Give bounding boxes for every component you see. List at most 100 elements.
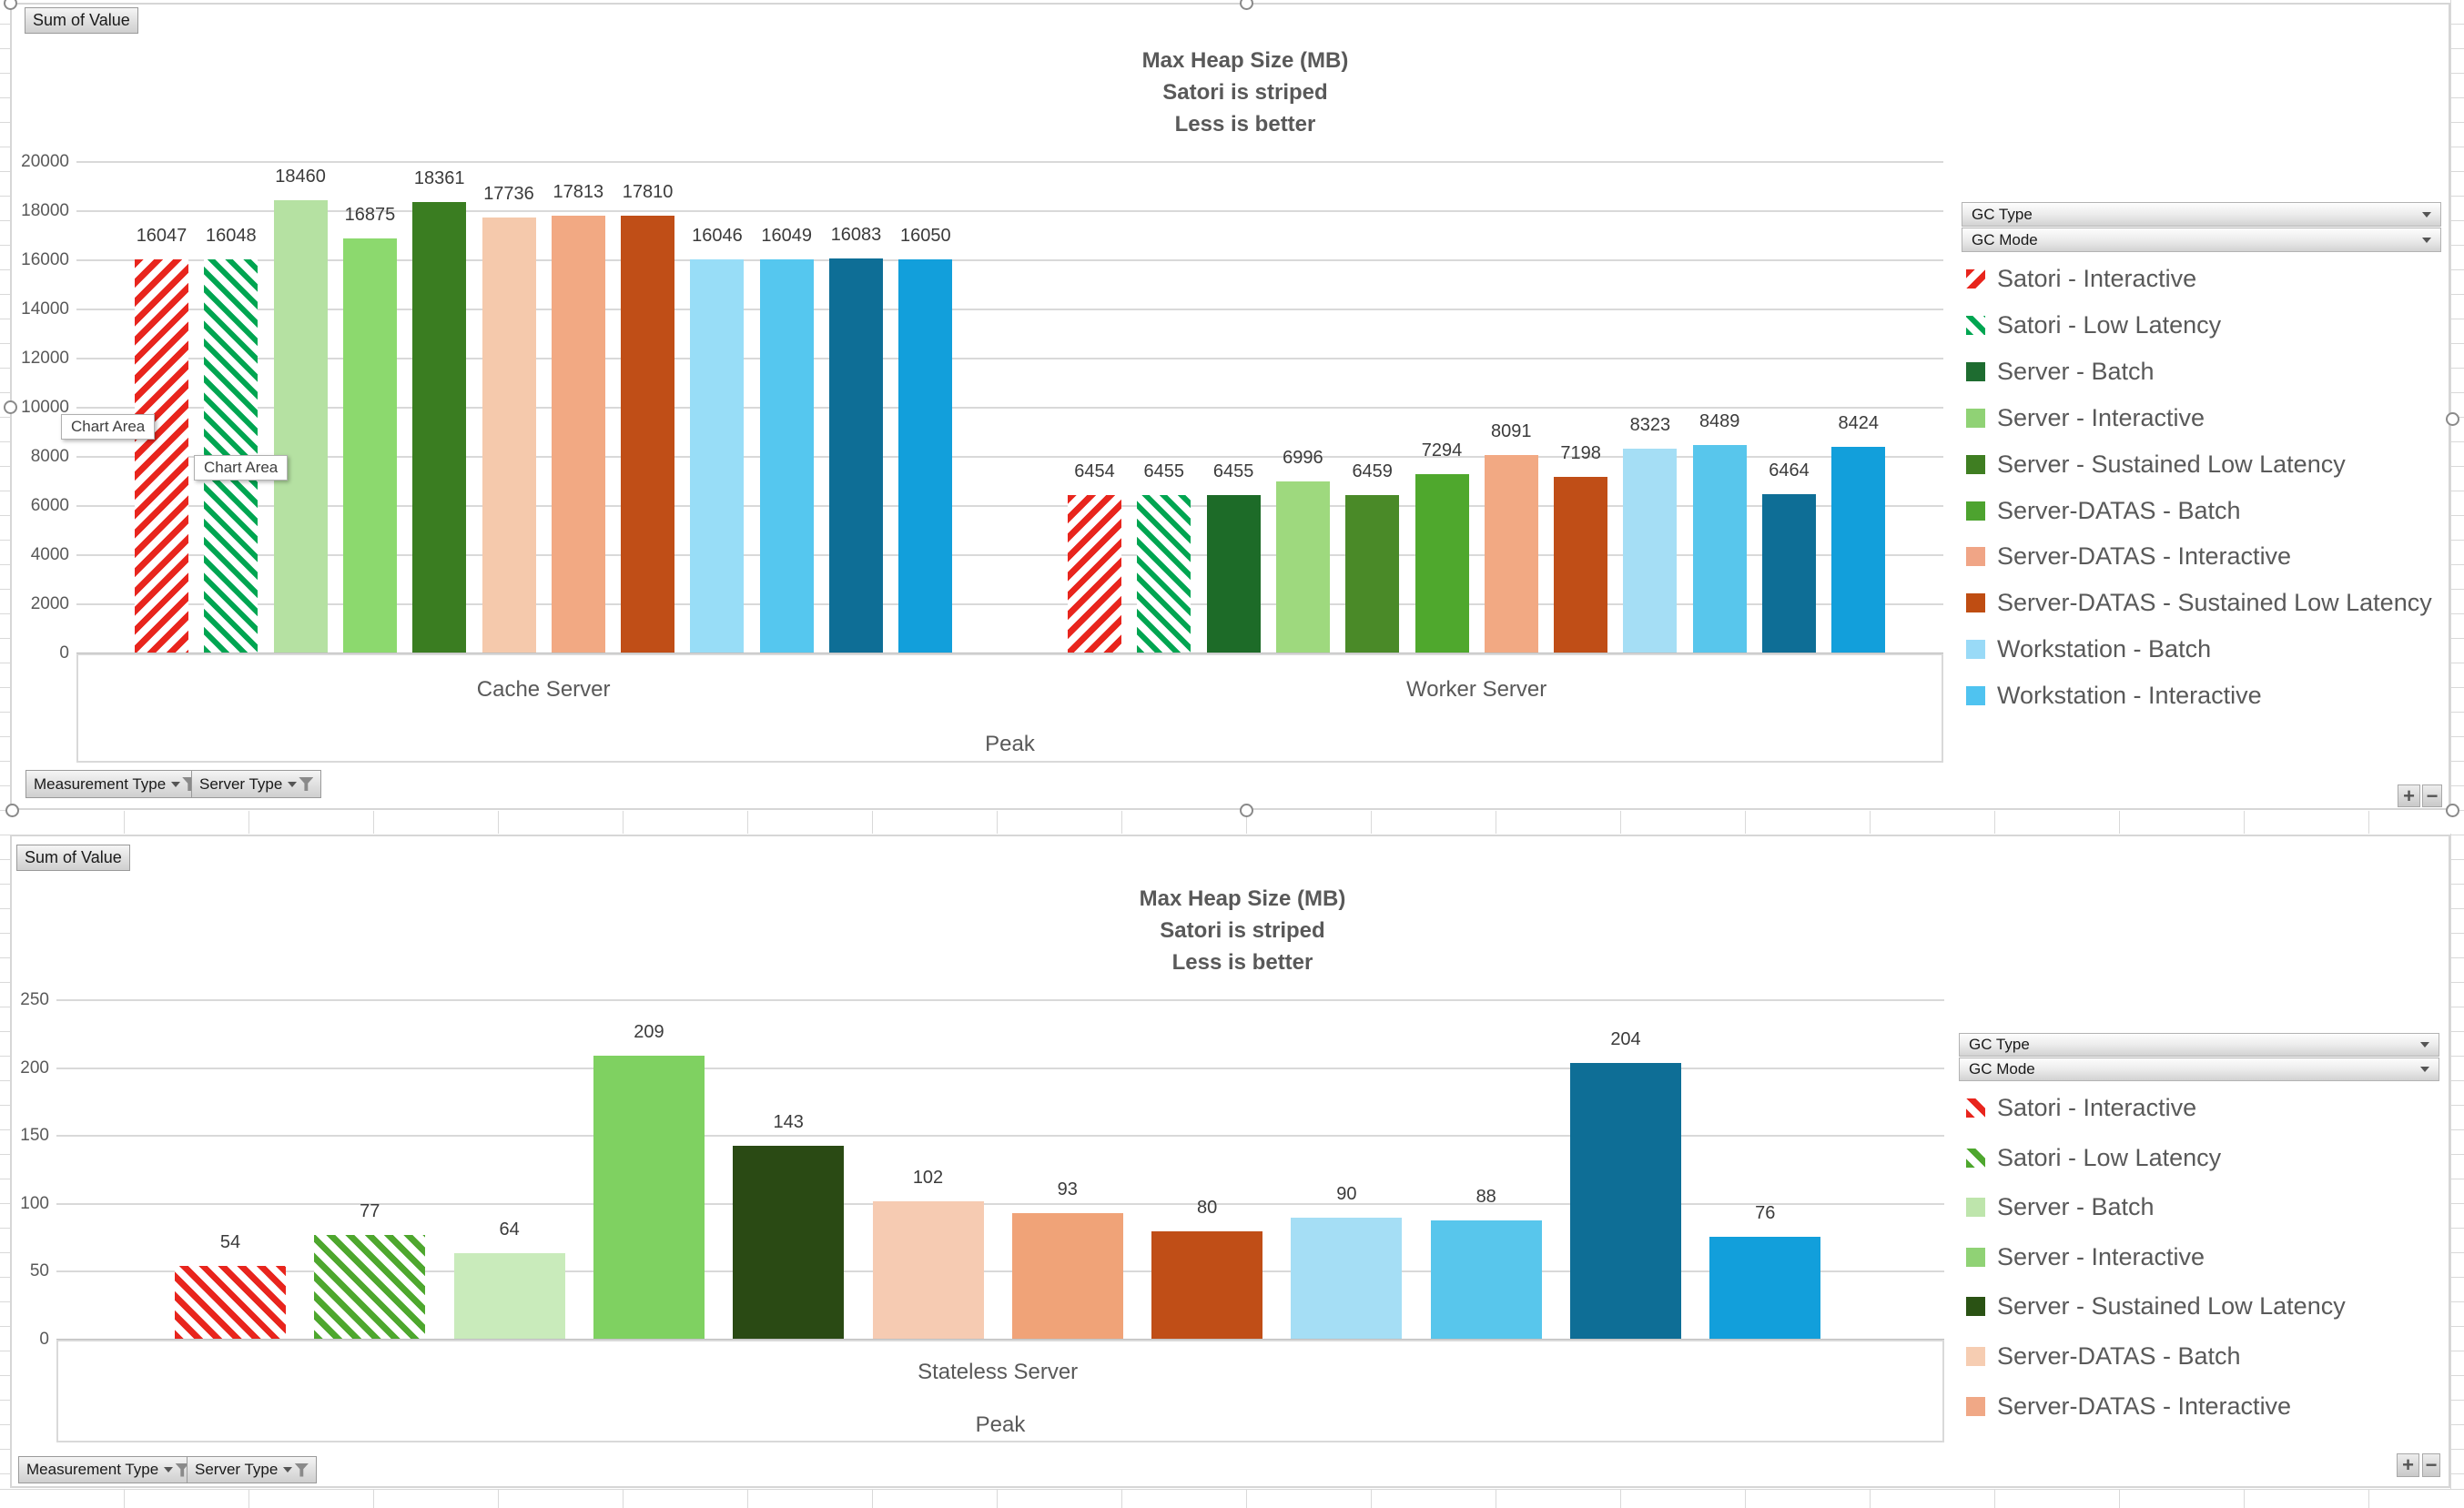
legend-item[interactable]: Server - Interactive bbox=[1966, 1243, 2205, 1271]
chart-1-measurement-type-filter[interactable]: Measurement Type bbox=[25, 770, 206, 798]
legend-label: Satori - Interactive bbox=[1997, 1094, 2197, 1121]
bar-cache-server-6[interactable] bbox=[482, 218, 536, 653]
legend-item[interactable]: Server-DATAS - Batch bbox=[1966, 1342, 2241, 1371]
bar-stateless-server-3[interactable] bbox=[453, 1253, 565, 1339]
bar-worker-server-1[interactable] bbox=[1068, 495, 1121, 653]
bar-cache-server-1[interactable] bbox=[135, 259, 188, 653]
legend-item[interactable]: Server - Sustained Low Latency bbox=[1966, 450, 2346, 479]
legend-swatch-icon bbox=[1966, 1297, 1985, 1317]
bar-stateless-server-6[interactable] bbox=[872, 1201, 984, 1339]
selection-handle[interactable] bbox=[4, 400, 17, 414]
bar-cache-server-9[interactable] bbox=[690, 259, 745, 653]
bar-cache-server-12[interactable] bbox=[898, 259, 953, 653]
chart-2-server-type-filter[interactable]: Server Type bbox=[187, 1456, 318, 1483]
server-type-label: Server Type bbox=[195, 1461, 279, 1478]
y-axis-tick-label: 250 bbox=[20, 990, 49, 1009]
gc-type-label: GC Type bbox=[1969, 1036, 2030, 1053]
y-axis-tick-label: 2000 bbox=[30, 594, 69, 613]
chart-2-expand-button[interactable]: + bbox=[2397, 1453, 2419, 1477]
bar-value-label: 16050 bbox=[899, 226, 951, 246]
bar-stateless-server-11[interactable] bbox=[1570, 1063, 1681, 1339]
axis-level2-label: Peak bbox=[975, 1412, 1026, 1437]
bar-cache-server-4[interactable] bbox=[342, 238, 397, 653]
bar-worker-server-6[interactable] bbox=[1415, 474, 1469, 653]
legend-item[interactable]: Server-DATAS - Sustained Low Latency bbox=[1966, 589, 2432, 617]
bar-cache-server-3[interactable] bbox=[273, 200, 328, 653]
bar-worker-server-2[interactable] bbox=[1137, 495, 1191, 653]
legend-item[interactable]: Server-DATAS - Interactive bbox=[1966, 542, 2291, 571]
bar-stateless-server-7[interactable] bbox=[1011, 1213, 1123, 1339]
legend-item[interactable]: Server - Batch bbox=[1966, 1193, 2155, 1221]
bar-worker-server-11[interactable] bbox=[1762, 494, 1816, 653]
legend-swatch-icon bbox=[1966, 315, 1985, 335]
y-axis-tick-label: 14000 bbox=[21, 299, 69, 319]
chart-2-gc-mode-filter[interactable]: GC Mode bbox=[1959, 1058, 2439, 1081]
legend-swatch-icon bbox=[1966, 1396, 1985, 1416]
selection-handle[interactable] bbox=[4, 0, 17, 10]
chart-1-gc-mode-filter[interactable]: GC Mode bbox=[1962, 228, 2441, 252]
selection-handle[interactable] bbox=[1240, 804, 1253, 817]
bar-stateless-server-4[interactable] bbox=[593, 1056, 705, 1339]
worksheet-grid-bottom bbox=[0, 1489, 2464, 1508]
bar-stateless-server-10[interactable] bbox=[1430, 1220, 1542, 1339]
selection-handle[interactable] bbox=[1240, 0, 1253, 10]
bar-worker-server-10[interactable] bbox=[1692, 445, 1747, 653]
legend-item[interactable]: Workstation - Interactive bbox=[1966, 682, 2262, 710]
gc-mode-label: GC Mode bbox=[1972, 230, 2038, 248]
bar-value-label: 64 bbox=[499, 1220, 520, 1240]
chart-1-expand-button[interactable]: + bbox=[2398, 784, 2420, 807]
chevron-down-icon bbox=[288, 781, 298, 787]
bar-worker-server-9[interactable] bbox=[1623, 449, 1678, 653]
chart-1-value-field-button[interactable]: Sum of Value bbox=[25, 7, 138, 34]
bar-worker-server-8[interactable] bbox=[1554, 477, 1608, 653]
chart-2-frame[interactable] bbox=[10, 835, 2450, 1488]
legend-swatch-icon bbox=[1966, 454, 1985, 474]
legend-swatch-icon bbox=[1966, 501, 1985, 521]
legend-item[interactable]: Satori - Low Latency bbox=[1966, 1144, 2221, 1172]
legend-label: Satori - Low Latency bbox=[1997, 310, 2222, 339]
selection-handle[interactable] bbox=[2446, 804, 2459, 817]
chart-2-measurement-type-filter[interactable]: Measurement Type bbox=[18, 1456, 198, 1483]
bar-worker-server-4[interactable] bbox=[1275, 481, 1330, 653]
chevron-down-icon bbox=[2420, 1042, 2429, 1048]
bar-stateless-server-8[interactable] bbox=[1151, 1231, 1263, 1339]
bar-cache-server-8[interactable] bbox=[621, 216, 675, 653]
bar-stateless-server-12[interactable] bbox=[1709, 1237, 1821, 1339]
bar-worker-server-12[interactable] bbox=[1831, 447, 1886, 653]
legend-item[interactable]: Server-DATAS - Batch bbox=[1966, 497, 2241, 525]
legend-item[interactable]: Satori - Interactive bbox=[1966, 1094, 2196, 1122]
legend-item[interactable]: Workstation - Batch bbox=[1966, 635, 2211, 663]
bar-cache-server-10[interactable] bbox=[759, 259, 814, 653]
bar-stateless-server-1[interactable] bbox=[175, 1266, 286, 1339]
legend-item[interactable]: Server - Interactive bbox=[1966, 404, 2205, 432]
bar-worker-server-7[interactable] bbox=[1484, 455, 1538, 653]
bar-worker-server-5[interactable] bbox=[1345, 495, 1400, 653]
measurement-type-label: Measurement Type bbox=[34, 774, 167, 793]
bar-cache-server-5[interactable] bbox=[412, 202, 467, 653]
bar-worker-server-3[interactable] bbox=[1206, 495, 1261, 653]
legend-item[interactable]: Satori - Interactive bbox=[1966, 265, 2196, 293]
selection-handle[interactable] bbox=[5, 804, 19, 817]
chart-1-collapse-button[interactable]: − bbox=[2422, 784, 2442, 807]
chart-1-title-line-3: Less is better bbox=[1174, 112, 1316, 137]
legend-item[interactable]: Server-DATAS - Interactive bbox=[1966, 1392, 2291, 1421]
chart-2-collapse-button[interactable]: − bbox=[2422, 1453, 2440, 1477]
chart-2-gc-type-filter[interactable]: GC Type bbox=[1959, 1033, 2439, 1057]
legend-swatch-icon bbox=[1966, 361, 1985, 381]
legend-item[interactable]: Server - Batch bbox=[1966, 358, 2155, 386]
legend-item[interactable]: Server - Sustained Low Latency bbox=[1966, 1292, 2346, 1321]
value-field-label: Sum of Value bbox=[33, 11, 130, 29]
bar-cache-server-11[interactable] bbox=[829, 258, 883, 653]
bar-stateless-server-2[interactable] bbox=[314, 1235, 426, 1339]
selection-handle[interactable] bbox=[2446, 412, 2459, 426]
bar-stateless-server-9[interactable] bbox=[1291, 1218, 1403, 1339]
y-axis-tick-label: 18000 bbox=[21, 201, 69, 220]
bar-cache-server-7[interactable] bbox=[551, 216, 605, 653]
bar-stateless-server-5[interactable] bbox=[733, 1146, 845, 1339]
chart-1-gc-type-filter[interactable]: GC Type bbox=[1962, 202, 2441, 227]
y-gridline bbox=[76, 358, 1943, 359]
chevron-down-icon bbox=[2422, 211, 2431, 218]
chart-1-server-type-filter[interactable]: Server Type bbox=[191, 770, 322, 798]
chart-2-value-field-button[interactable]: Sum of Value bbox=[16, 845, 130, 871]
legend-item[interactable]: Satori - Low Latency bbox=[1966, 311, 2221, 339]
